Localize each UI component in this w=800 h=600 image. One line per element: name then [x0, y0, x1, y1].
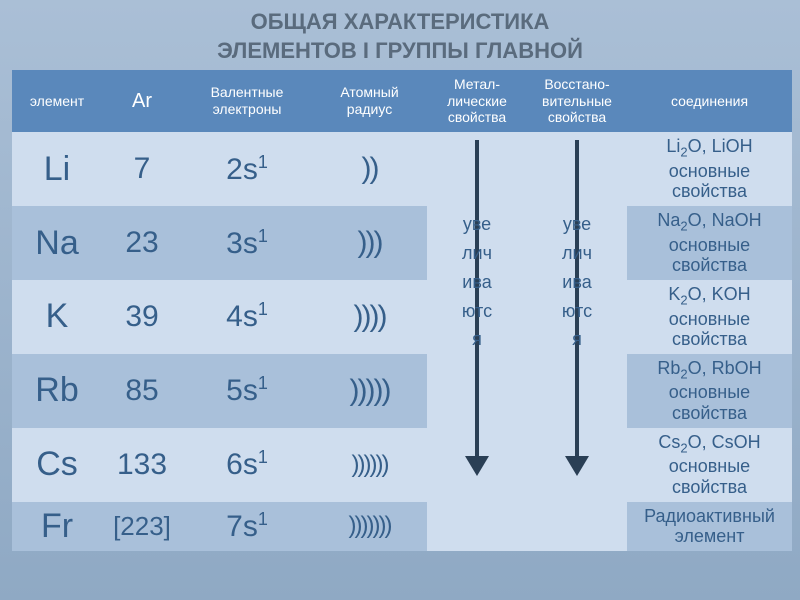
valence-electrons: 6s1: [182, 428, 312, 502]
element-symbol: K: [12, 280, 102, 354]
element-symbol: Cs: [12, 428, 102, 502]
table-row: Cs1336s1)))))) Cs2O, CsOHосновные свойств…: [12, 428, 792, 502]
compounds: K2O, KOHосновные свойства: [627, 280, 792, 354]
page-title: ОБЩАЯ ХАРАКТЕРИСТИКА ЭЛЕМЕНТОВ I ГРУППЫ …: [0, 0, 800, 70]
valence-electrons: 2s1: [182, 132, 312, 206]
metal-properties-arrow: увеличиваются: [427, 132, 527, 551]
atomic-radius: ))): [312, 206, 427, 280]
compounds: Li2O, LiOHосновные свойства: [627, 132, 792, 206]
col-compounds: соединения: [627, 70, 792, 132]
table-row: Fr[223]7s1))))))) Радиоактивный элемент: [12, 502, 792, 551]
atomic-radius: ))))))): [312, 502, 427, 551]
compounds: Na2O, NaOHосновные свойства: [627, 206, 792, 280]
atomic-mass: 133: [102, 428, 182, 502]
col-valence: Валентные электроны: [182, 70, 312, 132]
atomic-mass: 85: [102, 354, 182, 428]
element-symbol: Rb: [12, 354, 102, 428]
compounds: Радиоактивный элемент: [627, 502, 792, 551]
arrow-label: увеличиваются: [537, 210, 617, 354]
atomic-mass: 23: [102, 206, 182, 280]
element-symbol: Li: [12, 132, 102, 206]
col-ar: Ar: [102, 70, 182, 132]
title-line-2: ЭЛЕМЕНТОВ I ГРУППЫ ГЛАВНОЙ: [10, 37, 790, 66]
valence-electrons: 3s1: [182, 206, 312, 280]
col-metal: Метал-лические свойства: [427, 70, 527, 132]
atomic-radius: ))))): [312, 354, 427, 428]
col-redox: Восстано-вительные свойства: [527, 70, 627, 132]
valence-electrons: 5s1: [182, 354, 312, 428]
redox-properties-arrow: увеличиваются: [527, 132, 627, 551]
valence-electrons: 4s1: [182, 280, 312, 354]
table-row: K394s1)))) K2O, KOHосновные свойства: [12, 280, 792, 354]
element-symbol: Na: [12, 206, 102, 280]
arrow-label: увеличиваются: [437, 210, 517, 354]
table-row: Rb855s1))))) Rb2O, RbOHосновные свойства: [12, 354, 792, 428]
atomic-mass: 7: [102, 132, 182, 206]
col-element: элемент: [12, 70, 102, 132]
compounds: Cs2O, CsOHосновные свойства: [627, 428, 792, 502]
table-row: Li72s1))увеличиваютсяувеличиваютсяLi2O, …: [12, 132, 792, 206]
title-line-1: ОБЩАЯ ХАРАКТЕРИСТИКА: [10, 8, 790, 37]
element-symbol: Fr: [12, 502, 102, 551]
characteristics-table: элемент Ar Валентные электроны Атомный р…: [12, 70, 788, 551]
atomic-mass: 39: [102, 280, 182, 354]
atomic-radius: )))))): [312, 428, 427, 502]
compounds: Rb2O, RbOHосновные свойства: [627, 354, 792, 428]
table-row: Na233s1))) Na2O, NaOHосновные свойства: [12, 206, 792, 280]
atomic-radius: )): [312, 132, 427, 206]
atomic-radius: )))): [312, 280, 427, 354]
atomic-mass: [223]: [102, 502, 182, 551]
table-header-row: элемент Ar Валентные электроны Атомный р…: [12, 70, 792, 132]
valence-electrons: 7s1: [182, 502, 312, 551]
col-radius: Атомный радиус: [312, 70, 427, 132]
